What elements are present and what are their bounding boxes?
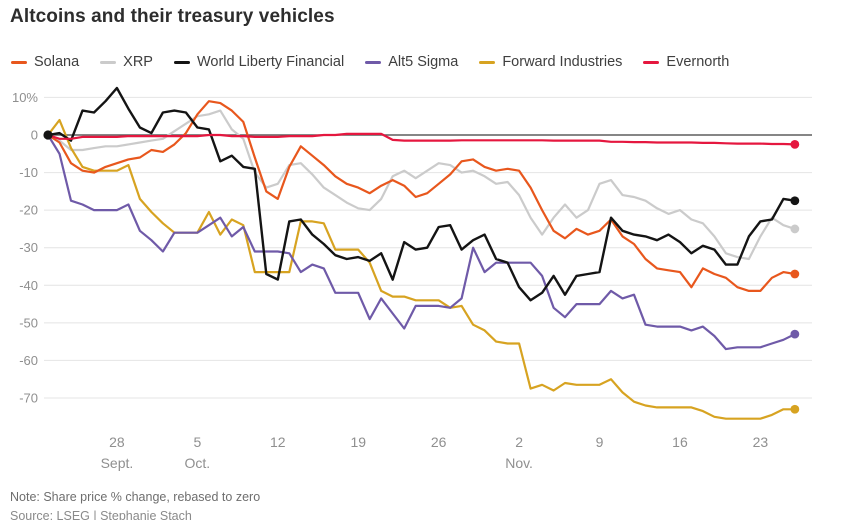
y-axis-label: -20 [19, 203, 38, 218]
x-axis-day-label: 16 [672, 434, 688, 450]
legend-label: World Liberty Financial [196, 54, 345, 70]
legend-label: XRP [123, 54, 153, 70]
x-axis-month-label: Nov. [505, 455, 533, 471]
x-axis-day-label: 19 [350, 434, 366, 450]
x-axis-day-label: 28 [109, 434, 125, 450]
legend-label: Alt5 Sigma [388, 54, 459, 70]
y-axis-label: 10% [12, 90, 38, 105]
legend-swatch-icon [173, 60, 190, 64]
x-axis-day-label: 5 [193, 434, 201, 450]
series-end-dot [790, 269, 800, 279]
legend-swatch-icon [100, 60, 117, 64]
x-axis-day-label: 9 [596, 434, 604, 450]
legend-item-world-liberty-financial: World Liberty Financial [173, 54, 345, 70]
legend-item-solana: Solana [11, 54, 79, 70]
legend-swatch-icon [365, 60, 382, 64]
y-axis-label: -10 [19, 165, 38, 180]
series-line-world-liberty-financial [46, 86, 797, 302]
y-axis-label: -30 [19, 240, 38, 255]
y-axis-label: 0 [31, 128, 38, 143]
x-axis-month-label: Oct. [185, 455, 211, 471]
chart-legend: Solana XRP World Liberty Financial Alt5 Sig… [11, 54, 729, 70]
series-line-solana [46, 100, 797, 292]
y-axis-label: -60 [19, 353, 38, 368]
x-axis-day-label: 2 [515, 434, 523, 450]
series-line-evernorth [46, 132, 797, 146]
series-line-forward-industries [46, 118, 797, 420]
y-axis-label: -50 [19, 315, 38, 330]
series-start-dot [43, 130, 53, 140]
source-line: Source: LSEG | Stephanie Stach [10, 509, 192, 520]
legend-item-forward-industries: Forward Industries [479, 54, 622, 70]
legend-swatch-icon [11, 60, 27, 64]
series-end-dot [790, 224, 800, 234]
series-end-dot [790, 196, 800, 206]
legend-item-xrp: XRP [100, 54, 153, 70]
legend-item-evernorth: Evernorth [643, 54, 729, 70]
series-line-xrp [46, 109, 797, 261]
legend-item-alt5-sigma: Alt5 Sigma [365, 54, 458, 70]
series-line-alt5-sigma [46, 133, 797, 351]
y-axis-label: -70 [19, 390, 38, 405]
legend-swatch-icon [643, 60, 660, 64]
series-end-dot [790, 404, 800, 414]
series-end-dot [790, 139, 800, 149]
chart-title: Altcoins and their treasury vehicles [10, 6, 335, 27]
x-axis-day-label: 12 [270, 434, 286, 450]
x-axis-day-label: 23 [753, 434, 769, 450]
legend-label: Evernorth [666, 54, 730, 70]
x-axis-month-label: Sept. [101, 455, 134, 471]
footnote: Note: Share price % change, rebased to z… [10, 490, 261, 504]
legend-swatch-icon [479, 60, 496, 64]
x-axis-day-label: 26 [431, 434, 447, 450]
legend-label: Forward Industries [502, 54, 623, 70]
legend-label: Solana [34, 54, 80, 70]
series-end-dot [790, 329, 800, 339]
y-axis-label: -40 [19, 278, 38, 293]
